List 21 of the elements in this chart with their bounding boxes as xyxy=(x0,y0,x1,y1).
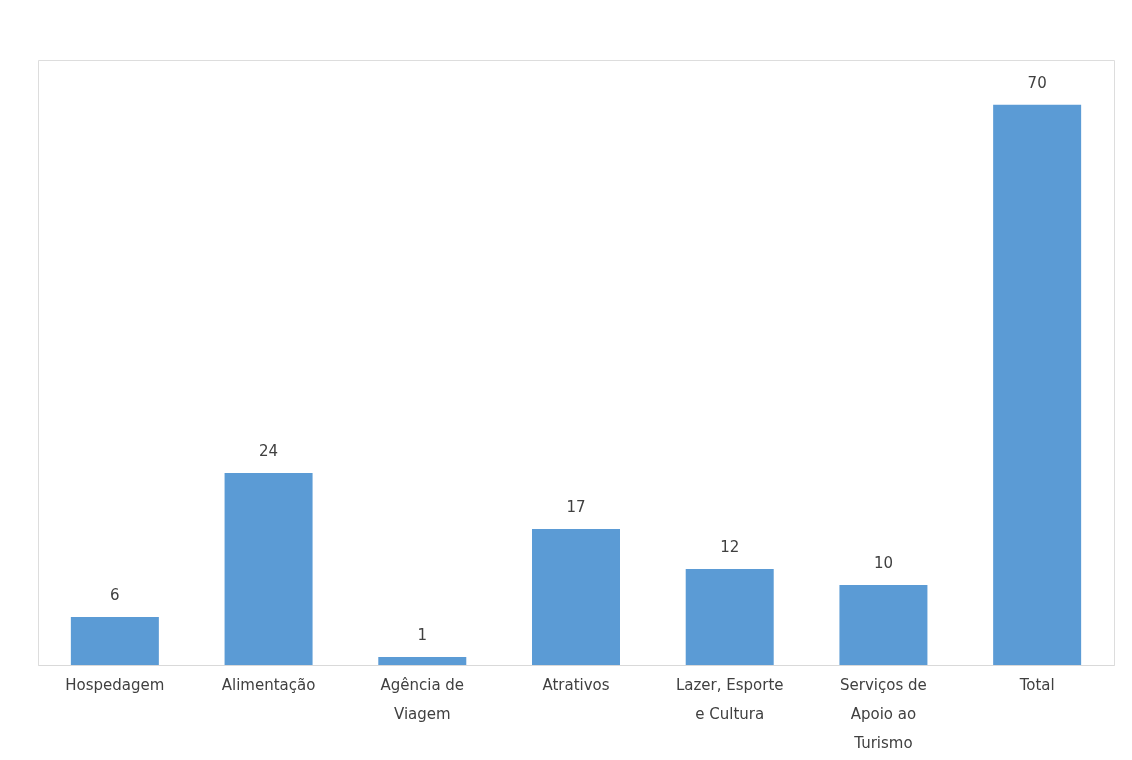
x-tick-label: Serviços de Apoio ao Turismo xyxy=(840,675,927,752)
data-label: 70 xyxy=(1027,73,1047,92)
data-label: 1 xyxy=(417,626,428,644)
x-tick-label: Atrativos xyxy=(542,675,610,694)
bar xyxy=(378,657,467,665)
x-tick-label: Agência de Viagem xyxy=(380,675,465,723)
data-label: 24 xyxy=(259,441,279,460)
data-label: 12 xyxy=(720,537,740,556)
data-label: 17 xyxy=(566,497,586,516)
bar xyxy=(839,584,928,665)
bar xyxy=(993,104,1082,665)
x-tick-label: Hospedagem xyxy=(65,675,165,694)
x-tick-label: Total xyxy=(1018,675,1055,694)
x-tick-label: Alimentação xyxy=(221,675,316,694)
data-label: 10 xyxy=(873,553,893,572)
bar xyxy=(70,616,159,665)
x-tick-label: Lazer, Esporte e Cultura xyxy=(675,675,784,723)
bar xyxy=(685,568,774,665)
bar xyxy=(224,472,313,665)
data-label: 6 xyxy=(110,585,120,604)
bar xyxy=(532,528,620,665)
